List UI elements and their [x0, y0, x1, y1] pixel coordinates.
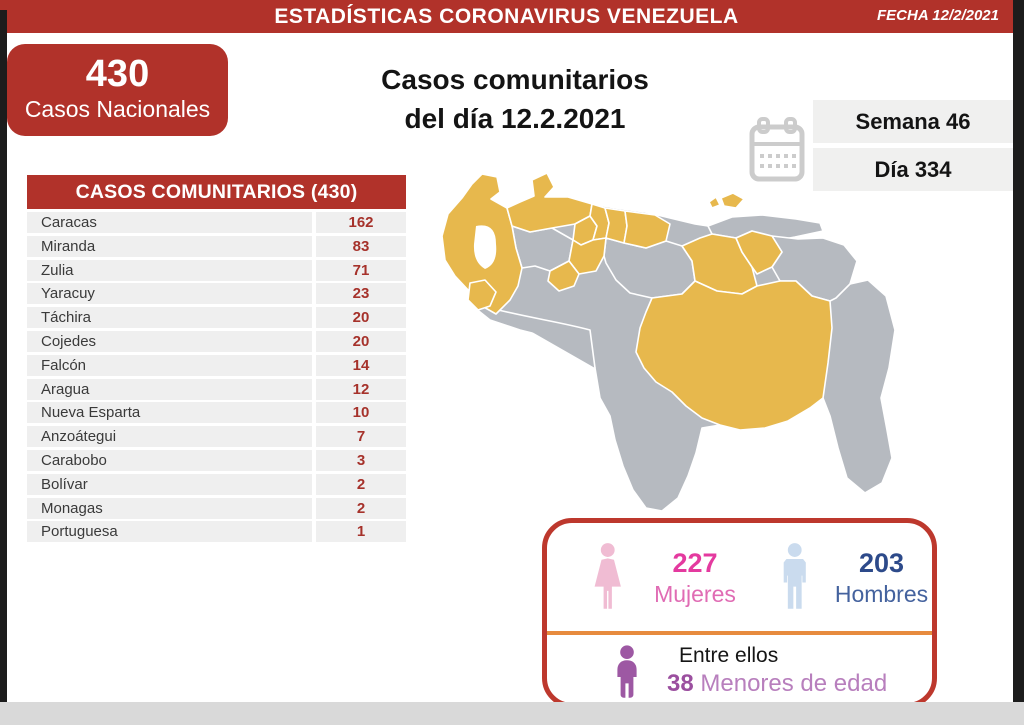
female-icon	[594, 543, 621, 609]
banner-date: FECHA 12/2/2021	[876, 7, 999, 24]
map-state-nueva-esparta-islet	[708, 196, 721, 209]
state-value-cell: 10	[316, 402, 406, 424]
state-value-cell: 2	[316, 473, 406, 495]
child-icon	[617, 645, 637, 698]
table-row: Zulia 71	[27, 259, 406, 281]
table-row: Aragua 12	[27, 378, 406, 400]
day-label: Día 334	[874, 156, 952, 182]
top-banner: ESTADÍSTICAS CORONAVIRUS VENEZUELA FECHA…	[0, 0, 1013, 33]
page-title-line1: Casos comunitarios	[381, 64, 649, 95]
national-cases-label: Casos Nacionales	[24, 96, 211, 122]
minors-text: 38 Menores de edad	[667, 669, 887, 699]
state-value-cell: 1	[316, 521, 406, 543]
state-value-cell: 83	[316, 235, 406, 257]
map-state-portuguesa	[547, 260, 580, 292]
women-count: 227	[672, 548, 718, 578]
right-frame-edge	[1013, 0, 1024, 702]
state-name-cell: Falcón	[27, 354, 312, 376]
page-title: Casos comunitarios del día 12.2.2021	[320, 60, 710, 138]
table-row: Falcón 14	[27, 354, 406, 376]
map-border-apure	[489, 307, 596, 369]
table-row: Táchira 20	[27, 307, 406, 329]
men-count: 203	[858, 548, 905, 578]
minors-section: Entre ellos 38 Menores de edad	[547, 631, 932, 701]
page-title-line2: del día 12.2.2021	[404, 103, 626, 134]
state-name-cell: Miranda	[27, 235, 312, 257]
banner-title: ESTADÍSTICAS CORONAVIRUS VENEZUELA	[274, 5, 739, 28]
calendar-icon	[749, 117, 805, 182]
map-state-aragua	[604, 207, 628, 244]
table-row: Miranda 83	[27, 235, 406, 257]
map-lake-maracaibo	[473, 225, 497, 269]
map-state-miranda	[623, 210, 671, 249]
table-row: Yaracuy 23	[27, 283, 406, 305]
week-label: Semana 46	[855, 108, 971, 134]
state-value-cell: 12	[316, 378, 406, 400]
state-value-cell: 162	[316, 212, 406, 233]
minors-suffix: Menores de edad	[700, 670, 888, 697]
minors-count: 38	[667, 670, 694, 697]
day-badge: Día 334	[813, 148, 1013, 191]
state-name-cell: Cojedes	[27, 330, 312, 352]
table-row: Monagas 2	[27, 497, 406, 519]
map-state-monagas	[735, 230, 783, 275]
state-value-cell: 71	[316, 259, 406, 281]
left-frame-edge	[0, 10, 7, 702]
national-cases-card: 430 Casos Nacionales	[7, 44, 228, 136]
women-stat: 227 Mujeres	[644, 547, 745, 609]
table-header: CASOS COMUNITARIOS (430)	[27, 175, 406, 209]
state-value-cell: 23	[316, 283, 406, 305]
state-value-cell: 7	[316, 426, 406, 448]
map-state-nueva-esparta	[720, 192, 745, 209]
gender-section: 227 Mujeres 203 Hombres	[547, 523, 932, 631]
state-name-cell: Anzoátegui	[27, 426, 312, 448]
state-value-cell: 14	[316, 354, 406, 376]
table-row: Carabobo 3	[27, 449, 406, 471]
demographics-card: 227 Mujeres 203 Hombres	[542, 518, 937, 708]
state-value-cell: 3	[316, 449, 406, 471]
divider-line	[547, 631, 932, 635]
venezuela-map	[441, 172, 896, 512]
state-name-cell: Yaracuy	[27, 283, 312, 305]
table-row: Cojedes 20	[27, 330, 406, 352]
table-row: Anzoátegui 7	[27, 426, 406, 448]
male-icon	[783, 543, 806, 609]
men-label: Hombres	[834, 581, 929, 607]
map-state-delta-amacuro	[771, 235, 858, 302]
state-name-cell: Zulia	[27, 259, 312, 281]
state-name-cell: Carabobo	[27, 449, 312, 471]
table-row: Bolívar 2	[27, 473, 406, 495]
week-badge: Semana 46	[813, 100, 1013, 143]
minors-prefix: Entre ellos	[679, 644, 779, 667]
table-row: Portuguesa 1	[27, 521, 406, 543]
women-label: Mujeres	[654, 581, 736, 607]
state-name-cell: Nueva Esparta	[27, 402, 312, 424]
table-row: Nueva Esparta 10	[27, 402, 406, 424]
map-state-tachira	[467, 279, 497, 311]
state-value-cell: 20	[316, 307, 406, 329]
state-value-cell: 20	[316, 330, 406, 352]
map-state-bolivar	[635, 280, 833, 431]
map-state-anzoategui	[681, 233, 758, 295]
state-name-cell: Portuguesa	[27, 521, 312, 543]
bottom-frame-edge	[0, 702, 1024, 725]
state-name-cell: Aragua	[27, 378, 312, 400]
state-name-cell: Monagas	[27, 497, 312, 519]
state-cases-table: Caracas 162 Miranda 83 Zulia 71 Yaracuy 23 Táchi…	[27, 212, 406, 543]
state-name-cell: Caracas	[27, 212, 312, 233]
state-name-cell: Bolívar	[27, 473, 312, 495]
state-name-cell: Táchira	[27, 307, 312, 329]
national-cases-count: 430	[85, 53, 150, 95]
state-value-cell: 2	[316, 497, 406, 519]
men-stat: 203 Hombres	[831, 547, 932, 609]
minors-stat: Entre ellos 38 Menores de edad	[667, 643, 887, 699]
map-state-falcon	[506, 172, 593, 233]
table-row: Caracas 162	[27, 212, 406, 233]
